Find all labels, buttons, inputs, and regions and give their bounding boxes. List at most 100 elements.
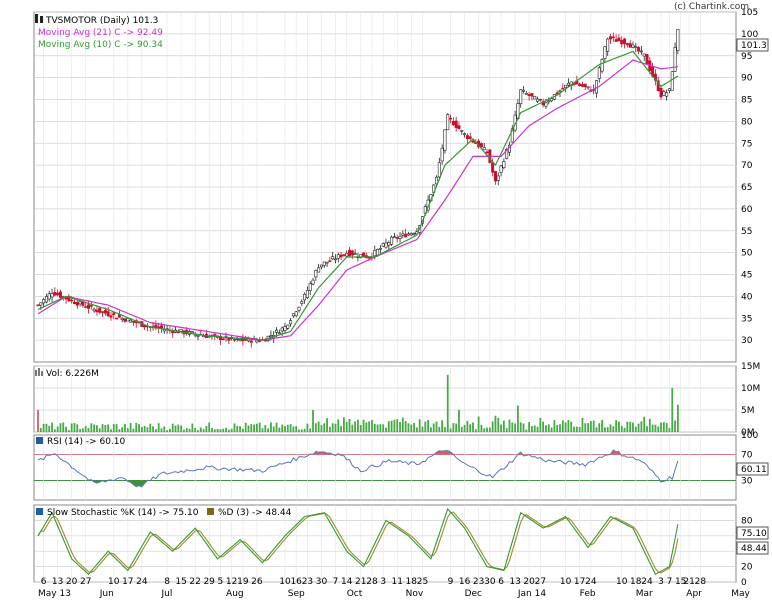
volume-bar <box>441 420 444 432</box>
candle-body <box>586 86 590 89</box>
volume-bar <box>505 428 508 432</box>
volume-bar <box>199 427 202 432</box>
candle-body <box>634 46 638 48</box>
x-day-tick-label: 11 <box>391 577 402 587</box>
volume-bar <box>519 422 522 432</box>
volume-bar <box>267 428 270 432</box>
price-y-tick-label: 45 <box>741 271 752 281</box>
volume-bar <box>48 425 51 432</box>
candle-body <box>381 243 385 247</box>
volume-bar <box>396 419 399 432</box>
volume-bar <box>157 423 160 432</box>
x-day-tick-label: 30 <box>316 577 328 587</box>
volume-bar <box>604 427 606 432</box>
candle-body <box>317 267 321 273</box>
candle-body <box>463 133 467 135</box>
volume-bar <box>660 422 662 432</box>
candle-body <box>451 121 455 126</box>
volume-bar <box>124 423 126 432</box>
rsi-legend-icon <box>36 437 43 444</box>
x-day-tick-label: 17 <box>574 577 585 587</box>
candle-body <box>485 151 489 154</box>
volume-bar <box>331 423 334 432</box>
volume-bar <box>169 428 171 432</box>
x-day-tick-label: 27 <box>535 577 546 587</box>
x-day-tick-label: 3 <box>380 577 386 587</box>
candle-body <box>606 38 610 52</box>
volume-bar <box>382 424 385 432</box>
candle-body <box>58 291 62 298</box>
volume-bar <box>39 428 42 432</box>
volume-bar <box>247 425 250 432</box>
volume-bar <box>648 418 651 432</box>
volume-bar <box>59 423 62 432</box>
volume-bar <box>236 426 239 432</box>
candle-body <box>305 290 309 298</box>
price-y-tick-label: 50 <box>741 249 753 259</box>
volume-bar <box>90 423 93 432</box>
volume-bar <box>278 427 281 432</box>
candle-body <box>70 299 74 302</box>
candle-body <box>98 307 102 313</box>
volume-bar <box>401 417 404 432</box>
volume-bar <box>452 423 455 432</box>
volume-bar <box>469 424 472 432</box>
stoch-k-last-value-badge <box>736 526 769 540</box>
candle-body <box>387 241 391 246</box>
price-y-tick-label: 35 <box>741 314 752 324</box>
volume-y-tick-label: 15M <box>741 362 760 372</box>
volume-bar <box>191 423 194 432</box>
volume-bar <box>511 422 514 432</box>
candle-body <box>555 92 559 95</box>
candle-body <box>92 308 96 312</box>
volume-bar <box>559 424 561 432</box>
volume-bar <box>272 426 275 432</box>
volume-bar <box>135 422 138 432</box>
axis-labels: 30354045505560657075808590951001050M5M10… <box>38 8 760 599</box>
candle-body <box>143 325 147 328</box>
x-month-tick-label: Mar <box>636 589 653 599</box>
candle-body <box>406 233 410 236</box>
candle-body <box>578 83 582 87</box>
candle-body <box>291 313 295 317</box>
volume-bar <box>343 417 345 432</box>
volume-bar <box>101 424 104 432</box>
candle-body <box>384 242 388 248</box>
volume-bar <box>463 424 466 432</box>
candle-body <box>50 293 54 298</box>
volume-bar <box>174 425 177 432</box>
x-month-tick-label: Nov <box>406 589 424 599</box>
candle-body <box>342 254 346 256</box>
price-y-tick-label: 65 <box>741 183 752 193</box>
volume-bar <box>152 426 154 432</box>
volume-bar <box>104 425 107 432</box>
candle-body <box>75 302 79 306</box>
price-y-tick-label: 95 <box>741 52 752 62</box>
volume-bar <box>589 421 592 432</box>
volume-bar <box>500 424 502 432</box>
volume-bar <box>306 423 309 432</box>
volume-bar <box>570 421 573 432</box>
candle-body <box>81 301 85 306</box>
volume-bar <box>298 429 300 432</box>
volume-bar <box>601 420 603 432</box>
volume-bar <box>665 422 668 432</box>
volume-bar <box>65 426 67 432</box>
volume-bar <box>197 430 199 432</box>
candle-body <box>311 279 315 285</box>
volume-bar <box>668 428 671 432</box>
volume-bar <box>637 423 640 432</box>
volume-bar <box>657 426 660 432</box>
x-day-tick-label: 22 <box>189 577 200 587</box>
volume-bar <box>250 424 253 432</box>
volume-bar <box>542 421 545 432</box>
volume-bar <box>421 426 424 432</box>
volume-bar <box>606 427 609 432</box>
volume-bar <box>328 426 331 432</box>
volume-bar <box>211 427 213 432</box>
candle-body <box>280 327 284 332</box>
volume-bar <box>253 424 255 432</box>
candle-body <box>348 249 352 257</box>
volume-bar <box>320 425 323 432</box>
x-day-tick-label: 18 <box>630 577 642 587</box>
